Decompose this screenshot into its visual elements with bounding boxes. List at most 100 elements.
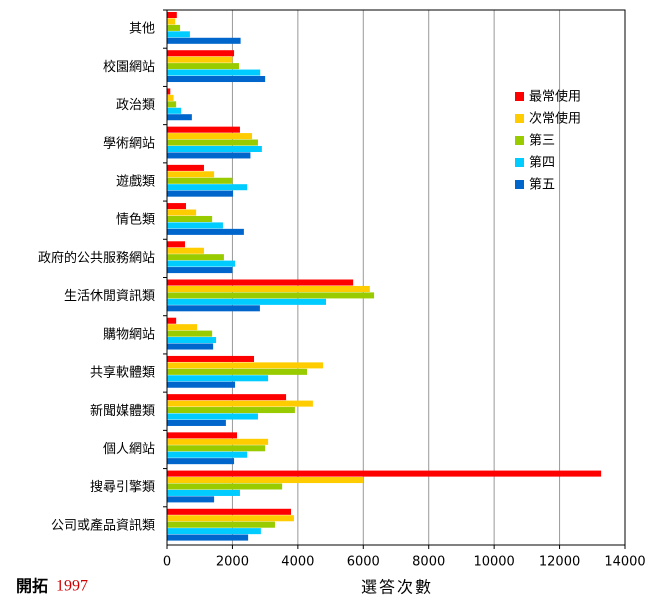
bar (167, 75, 266, 83)
bar (167, 534, 249, 541)
credit-year: 1997 (56, 578, 88, 595)
bar (167, 470, 602, 477)
bar (167, 101, 177, 108)
bar (167, 222, 223, 229)
x-tick-label: 4000 (281, 555, 314, 570)
bar (167, 88, 171, 95)
bar (167, 37, 241, 44)
y-tick-label: 校園網站 (103, 59, 155, 75)
legend-swatch (515, 158, 524, 167)
bar (167, 145, 262, 153)
bar (167, 107, 182, 114)
bar (167, 489, 240, 496)
bar (167, 508, 291, 515)
legend-label: 第三 (529, 134, 555, 149)
x-tick-label: 14000 (604, 555, 645, 570)
bar (167, 114, 192, 121)
bar (167, 133, 253, 140)
bar (167, 381, 236, 388)
y-tick-label: 個人網站 (103, 442, 155, 457)
bar (167, 407, 295, 414)
bar (167, 375, 269, 382)
bar (167, 298, 326, 305)
bar (167, 267, 233, 274)
bar (167, 241, 185, 248)
bar (167, 228, 244, 235)
y-tick-label: 政治類 (116, 98, 155, 113)
bar (167, 94, 174, 101)
bar (167, 56, 233, 63)
bar (167, 31, 190, 38)
bar (167, 285, 370, 292)
bar (167, 400, 313, 407)
legend-swatch (515, 180, 524, 189)
bar (167, 254, 224, 261)
bar (167, 177, 233, 184)
bar (167, 292, 375, 299)
legend-label: 最常使用 (529, 89, 581, 105)
y-tick-label: 購物網站 (103, 327, 155, 342)
bar (167, 528, 261, 535)
bar (167, 171, 215, 178)
bar (167, 324, 198, 331)
legend-swatch (515, 92, 524, 101)
plot-frame (166, 9, 626, 546)
y-tick-label: 政府的公共服務網站 (38, 250, 155, 266)
y-tick-label: 學術網站 (103, 136, 155, 151)
bar (167, 368, 308, 375)
x-tick-label: 0 (163, 555, 171, 570)
bar (167, 317, 177, 324)
y-tick-label: 遊戲類 (116, 174, 155, 189)
bar (167, 483, 283, 490)
bar (167, 458, 235, 465)
y-tick-label: 其他 (129, 22, 155, 37)
bar (167, 69, 261, 76)
bar (167, 394, 287, 401)
bar (167, 432, 238, 439)
bar (167, 355, 255, 362)
bar (167, 18, 176, 25)
bar (167, 451, 248, 458)
bar (167, 413, 258, 420)
x-tick-label: 10000 (473, 555, 514, 570)
bar (167, 260, 236, 267)
bar (167, 362, 324, 369)
credit-name: 開拓 (16, 577, 48, 596)
bar (167, 337, 217, 344)
bar (167, 515, 294, 522)
bar (167, 152, 251, 159)
x-tick-label: 6000 (347, 555, 380, 570)
bar (167, 12, 177, 19)
bar (167, 477, 363, 484)
bar (167, 139, 258, 146)
legend-label: 第五 (529, 178, 555, 193)
bar (167, 438, 269, 445)
legend-swatch (515, 114, 524, 123)
bar (167, 50, 235, 57)
bar (167, 24, 181, 31)
x-tick-label: 8000 (412, 555, 445, 570)
y-tick-label: 情色類 (116, 212, 155, 228)
bar (167, 305, 260, 312)
x-tick-label: 2000 (216, 555, 249, 570)
y-tick-label: 生活休閒資訊類 (64, 289, 155, 304)
bar (167, 190, 234, 197)
bar (167, 63, 239, 70)
x-tick-label: 12000 (539, 555, 580, 570)
bar (167, 215, 213, 222)
y-tick-label: 共享軟體類 (90, 365, 155, 381)
bar (167, 279, 354, 286)
bar (167, 184, 248, 191)
y-tick-label: 新聞媒體類 (90, 403, 155, 419)
bar (167, 445, 266, 452)
bar (167, 203, 186, 210)
x-axis-label: 選答次數 (361, 578, 433, 597)
bar (167, 419, 226, 426)
y-tick-label: 搜尋引擎類 (90, 480, 155, 495)
bar (167, 343, 214, 350)
legend-label: 第四 (529, 156, 555, 171)
bar (167, 164, 204, 171)
legend-label: 次常使用 (529, 111, 581, 127)
